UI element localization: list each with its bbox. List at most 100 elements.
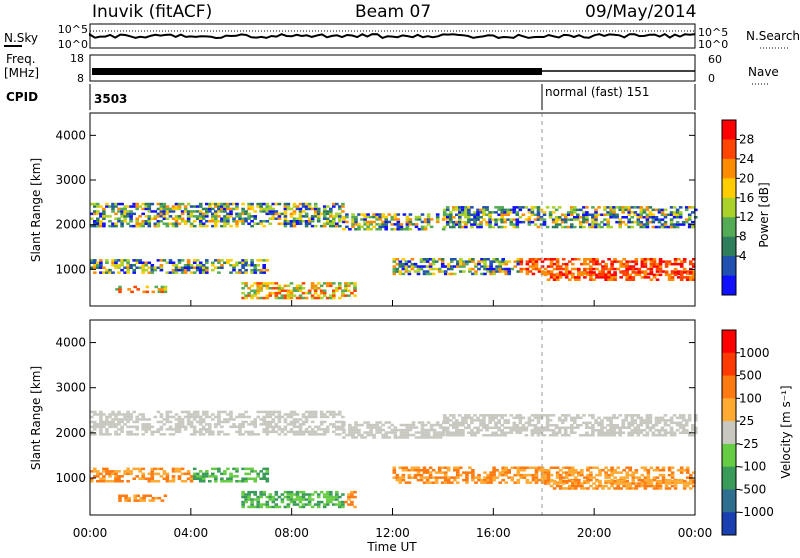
heatmap-cell — [634, 487, 639, 490]
heatmap-cell — [114, 472, 118, 476]
heatmap-cell — [378, 431, 382, 434]
heatmap-cell — [543, 482, 548, 485]
heatmap-cell — [217, 467, 221, 471]
heatmap-cell — [580, 469, 584, 472]
heatmap-cell — [516, 466, 521, 469]
heatmap-cell — [283, 212, 288, 216]
heatmap-cell — [129, 425, 133, 429]
heatmap-cell — [516, 258, 521, 261]
heatmap-cell — [156, 222, 161, 225]
heatmap-cell — [607, 469, 611, 472]
heatmap-cell — [658, 262, 663, 266]
colorbar-tick-label: 28 — [739, 132, 754, 146]
heatmap-cell — [402, 431, 407, 434]
heatmap-cell — [657, 419, 662, 422]
heatmap-cell — [527, 216, 532, 219]
heatmap-cell — [244, 493, 248, 496]
heatmap-cell — [268, 505, 273, 509]
heatmap-cell — [452, 223, 456, 226]
heatmap-cell — [548, 213, 553, 216]
heatmap-cell — [214, 202, 218, 206]
heatmap-cell — [658, 260, 663, 263]
heatmap-cell — [253, 505, 257, 509]
heatmap-cell — [201, 264, 206, 267]
heatmap-cell — [301, 202, 306, 206]
heatmap-cell — [422, 258, 427, 261]
heatmap-cell — [470, 213, 474, 216]
heatmap-cell — [338, 217, 342, 220]
heatmap-cell — [566, 434, 571, 437]
heatmap-cell — [500, 416, 504, 420]
colorbar-tick-label: 4 — [739, 249, 747, 263]
heatmap-cell — [459, 466, 463, 469]
heatmap-cell — [492, 476, 496, 479]
heatmap-cell — [292, 498, 297, 501]
heatmap-cell — [232, 220, 236, 223]
heatmap-cell — [220, 202, 224, 206]
heatmap-cell — [518, 431, 523, 434]
heatmap-cell — [419, 478, 424, 482]
heatmap-cell — [205, 475, 209, 478]
heatmap-cell — [348, 426, 352, 429]
heatmap-cell — [606, 424, 610, 427]
heatmap-cell — [461, 213, 465, 216]
heatmap-cell — [393, 223, 398, 226]
heatmap-cell — [610, 267, 614, 271]
heatmap-cell — [301, 210, 306, 213]
heatmap-cell — [509, 431, 514, 434]
heatmap-cell — [546, 471, 551, 474]
heatmap-cell — [536, 218, 541, 221]
heatmap-cell — [524, 421, 529, 425]
heatmap-cell — [473, 213, 477, 216]
heatmap-cell — [619, 471, 623, 474]
heatmap-cell — [579, 416, 583, 420]
heatmap-cell — [366, 228, 370, 231]
heatmap-cell — [627, 414, 631, 417]
heatmap-cell — [471, 471, 475, 474]
heatmap-cell — [567, 469, 572, 472]
heatmap-cell — [456, 260, 460, 263]
heatmap-cell — [616, 471, 620, 474]
heatmap-cell — [630, 414, 635, 417]
heatmap-cell — [90, 410, 94, 414]
heatmap-cell — [174, 215, 179, 218]
heatmap-cell — [558, 479, 563, 483]
heatmap-cell — [217, 470, 221, 473]
heatmap-cell — [381, 215, 385, 219]
heatmap-cell — [592, 476, 596, 479]
heatmap-cell — [600, 431, 604, 434]
heatmap-cell — [338, 284, 342, 288]
heatmap-cell — [501, 270, 505, 273]
colorbar-swatch — [722, 120, 736, 140]
heatmap-cell — [90, 433, 94, 436]
heatmap-cell — [177, 202, 182, 206]
heatmap-cell — [621, 220, 625, 224]
heatmap-cell — [534, 481, 539, 484]
heatmap-cell — [546, 476, 551, 479]
heatmap-cell — [256, 498, 260, 501]
heatmap-cell — [341, 205, 345, 208]
heatmap-cell — [445, 213, 450, 216]
heatmap-cell — [186, 418, 191, 421]
heatmap-cell — [102, 475, 106, 478]
heatmap-cell — [177, 266, 182, 269]
heatmap-cell — [549, 473, 554, 477]
heatmap-cell — [338, 282, 342, 285]
heatmap-cell — [474, 265, 478, 268]
heatmap-cell — [332, 423, 336, 426]
heatmap-cell — [422, 270, 427, 273]
power-heatmap-cells — [90, 202, 698, 300]
heatmap-cell — [437, 469, 442, 472]
heatmap-cell — [437, 471, 442, 474]
heatmap-cell — [208, 210, 212, 213]
heatmap-cell — [652, 260, 657, 263]
heatmap-cell — [473, 431, 477, 434]
heatmap-cell — [679, 276, 684, 279]
heatmap-cell — [405, 426, 410, 429]
heatmap-cell — [515, 414, 520, 417]
heatmap-cell — [622, 484, 626, 488]
heatmap-cell — [537, 270, 542, 273]
heatmap-cell — [609, 416, 613, 420]
heatmap-cell — [636, 434, 641, 437]
heatmap-cell — [621, 208, 625, 212]
